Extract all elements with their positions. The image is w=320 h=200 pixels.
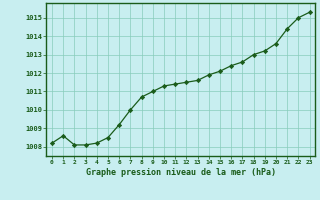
X-axis label: Graphe pression niveau de la mer (hPa): Graphe pression niveau de la mer (hPa) bbox=[86, 168, 276, 177]
